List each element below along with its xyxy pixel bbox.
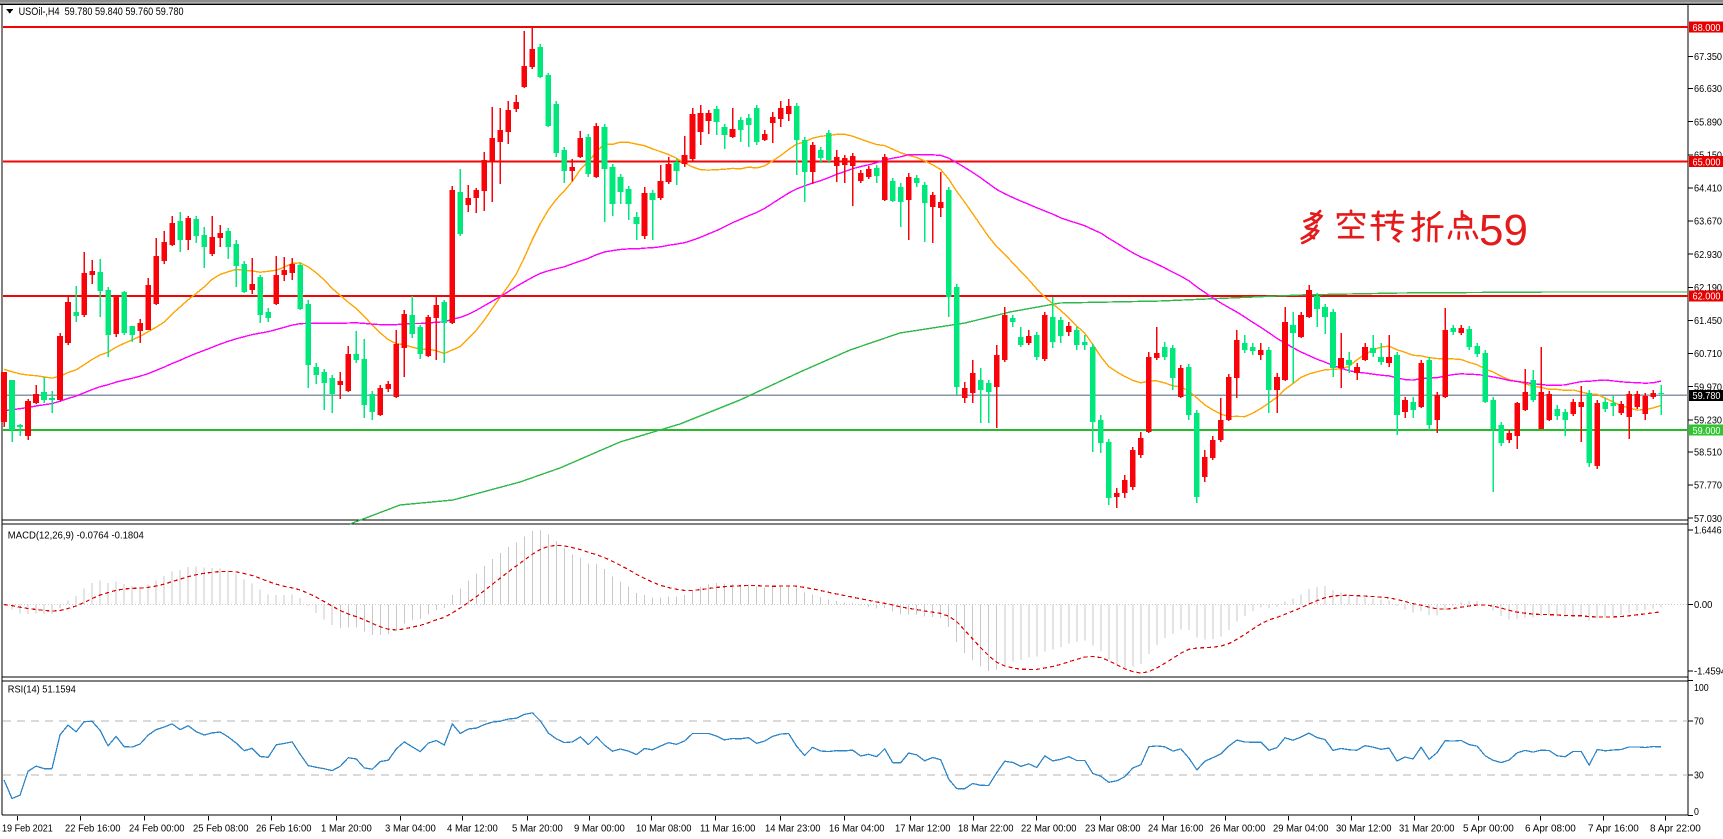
svg-text:65.150: 65.150 [1694,150,1722,161]
svg-text:6 Apr 08:00: 6 Apr 08:00 [1525,824,1576,835]
svg-text:29 Mar 04:00: 29 Mar 04:00 [1273,824,1329,835]
svg-text:57.770: 57.770 [1694,481,1722,492]
svg-text:14 Mar 23:00: 14 Mar 23:00 [765,824,821,835]
svg-text:RSI(14) 51.1594: RSI(14) 51.1594 [8,685,76,696]
svg-text:62.000: 62.000 [1693,292,1721,303]
svg-text:26 Mar 00:00: 26 Mar 00:00 [1210,824,1266,835]
svg-text:18 Mar 22:00: 18 Mar 22:00 [958,824,1014,835]
svg-text:17 Mar 12:00: 17 Mar 12:00 [895,824,951,835]
svg-text:100: 100 [1694,683,1709,694]
svg-text:60.710: 60.710 [1694,349,1722,360]
svg-text:7 Apr 16:00: 7 Apr 16:00 [1588,824,1639,835]
svg-text:30 Mar 12:00: 30 Mar 12:00 [1336,824,1392,835]
svg-text:23 Mar 08:00: 23 Mar 08:00 [1085,824,1141,835]
svg-text:59.970: 59.970 [1694,382,1722,393]
svg-text:62.190: 62.190 [1694,283,1722,294]
svg-text:68.000: 68.000 [1693,23,1721,34]
svg-text:24 Feb 00:00: 24 Feb 00:00 [129,824,185,835]
svg-text:9 Mar 00:00: 9 Mar 00:00 [574,824,625,835]
svg-text:59: 59 [1479,206,1528,255]
svg-text:66.630: 66.630 [1694,84,1722,95]
svg-text:58.510: 58.510 [1694,448,1722,459]
svg-text:63.670: 63.670 [1694,217,1722,228]
svg-text:USOil-,H4 59.780 59.840 59.76: USOil-,H4 59.780 59.840 59.760 59.780 [19,6,184,18]
svg-text:65.890: 65.890 [1694,117,1722,128]
svg-text:24 Mar 16:00: 24 Mar 16:00 [1148,824,1204,835]
svg-text:11 Mar 16:00: 11 Mar 16:00 [700,824,756,835]
svg-text:5 Mar 20:00: 5 Mar 20:00 [512,824,563,835]
svg-text:-1.4594: -1.4594 [1694,666,1723,677]
svg-text:30: 30 [1694,771,1704,782]
svg-text:22 Feb 16:00: 22 Feb 16:00 [65,824,121,835]
svg-text:19 Feb 2021: 19 Feb 2021 [2,824,53,835]
svg-text:59.230: 59.230 [1694,415,1722,426]
svg-text:22 Mar 00:00: 22 Mar 00:00 [1021,824,1077,835]
svg-text:25 Feb 08:00: 25 Feb 08:00 [193,824,249,835]
svg-text:1 Mar 20:00: 1 Mar 20:00 [321,824,372,835]
svg-text:1.6446: 1.6446 [1694,526,1722,537]
svg-text:10 Mar 08:00: 10 Mar 08:00 [636,824,692,835]
svg-text:61.450: 61.450 [1694,316,1722,327]
svg-text:57.030: 57.030 [1694,514,1722,525]
svg-text:59.000: 59.000 [1693,426,1721,437]
svg-text:26 Feb 16:00: 26 Feb 16:00 [256,824,312,835]
svg-text:3 Mar 04:00: 3 Mar 04:00 [385,824,436,835]
svg-text:MACD(12,26,9) -0.0764 -0.1804: MACD(12,26,9) -0.0764 -0.1804 [8,531,144,542]
svg-text:65.000: 65.000 [1693,158,1721,169]
svg-text:70: 70 [1694,717,1704,728]
svg-text:4 Mar 12:00: 4 Mar 12:00 [447,824,498,835]
svg-text:8 Apr 22:00: 8 Apr 22:00 [1650,824,1701,835]
svg-text:64.410: 64.410 [1694,184,1722,195]
svg-text:0: 0 [1694,807,1699,818]
svg-text:31 Mar 20:00: 31 Mar 20:00 [1399,824,1455,835]
svg-text:62.930: 62.930 [1694,250,1722,261]
svg-text:59.780: 59.780 [1693,391,1721,402]
svg-text:67.350: 67.350 [1694,52,1722,63]
svg-text:5 Apr 00:00: 5 Apr 00:00 [1463,824,1514,835]
svg-text:16 Mar 04:00: 16 Mar 04:00 [829,824,885,835]
svg-text:0.00: 0.00 [1694,600,1713,611]
